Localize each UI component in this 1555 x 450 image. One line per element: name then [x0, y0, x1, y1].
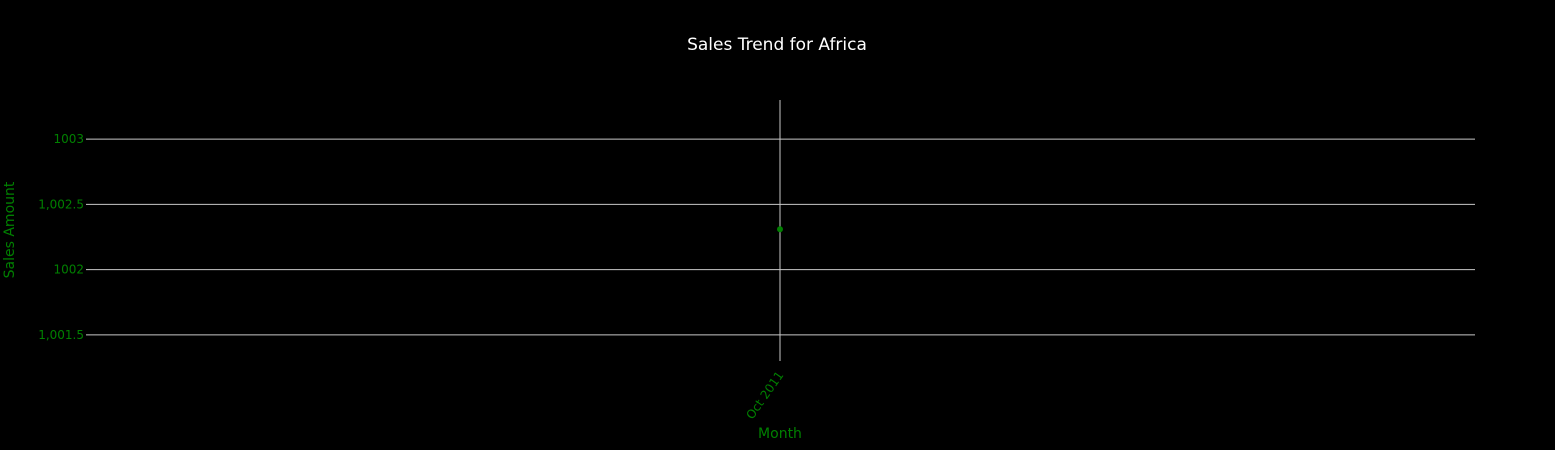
- data-point[interactable]: [777, 226, 783, 233]
- y-tick-label: 1002: [53, 263, 84, 277]
- x-tick-label: Oct 2011: [743, 369, 786, 422]
- chart-title: Sales Trend for Africa: [687, 35, 867, 55]
- y-axis-title: Sales Amount: [2, 181, 18, 278]
- x-axis-title: Month: [758, 426, 802, 442]
- y-tick-label: 1,001.5: [38, 328, 84, 342]
- y-axis-ticks: 1,001.5 1002 1,002.5 1003: [38, 132, 84, 342]
- data-markers: [777, 226, 783, 233]
- x-axis-ticks: Oct 2011: [743, 369, 786, 422]
- y-tick-label: 1,002.5: [38, 197, 84, 211]
- y-tick-label: 1003: [53, 132, 84, 146]
